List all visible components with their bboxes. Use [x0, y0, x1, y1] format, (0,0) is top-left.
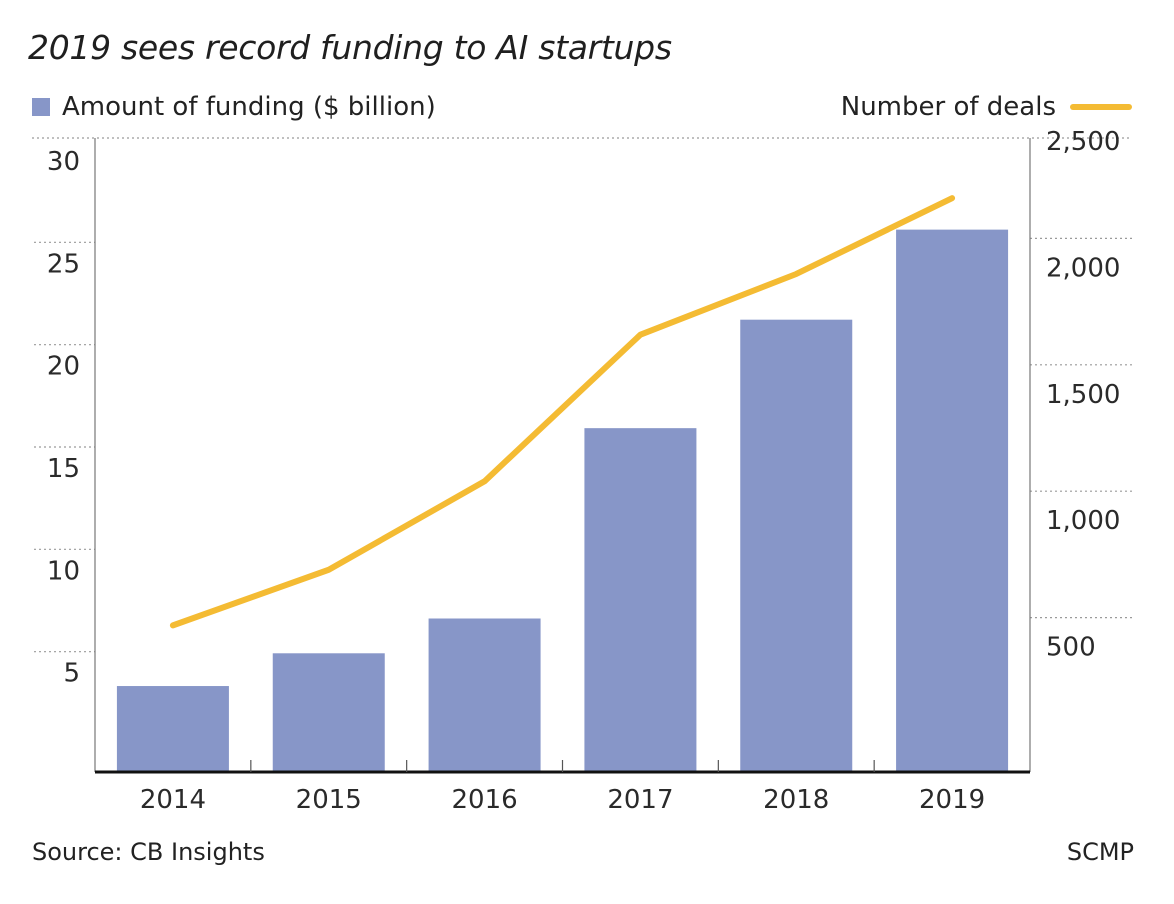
y-left-tick-label: 25	[47, 249, 80, 279]
grid-lines	[32, 137, 1132, 653]
y-right-tick-label: 1,000	[1046, 506, 1120, 536]
y-left-tick-label: 10	[47, 556, 80, 586]
x-tick-label: 2016	[451, 785, 517, 815]
y-left-tick-label: 15	[47, 454, 80, 484]
legend-deals: Number of deals	[841, 92, 1132, 122]
deals-line	[169, 195, 956, 629]
x-tick-label: 2019	[919, 785, 985, 815]
publisher-credit: SCMP	[1066, 838, 1134, 866]
legend-deals-label: Number of deals	[840, 92, 1056, 122]
y-left-tick-label: 5	[63, 659, 80, 689]
y-right-tick-label: 2,000	[1046, 253, 1120, 283]
x-tick-label: 2017	[607, 785, 673, 815]
bar-2019	[896, 229, 1009, 773]
tick-labels: 5 10 15 20 25 30 500 1,000 1,500 2,000 2,500 2014 20…	[47, 127, 1121, 815]
y-left-tick-label: 30	[47, 147, 80, 177]
y-left-tick-label: 20	[47, 352, 80, 382]
legend-bar-swatch	[32, 98, 50, 116]
axes	[94, 138, 1031, 774]
bars	[116, 229, 1009, 773]
legend-funding-label: Amount of funding ($ billion)	[62, 92, 436, 122]
bar-2015	[272, 653, 385, 772]
bar-2017	[584, 428, 697, 772]
x-tick-label: 2014	[140, 785, 206, 815]
legend-funding: Amount of funding ($ billion)	[32, 92, 436, 122]
bar-2016	[428, 618, 541, 772]
bar-2018	[740, 319, 853, 772]
y-right-tick-label: 2,500	[1046, 127, 1120, 157]
chart-title: 2019 sees record funding to AI startups	[28, 28, 672, 67]
x-tick-label: 2018	[763, 785, 829, 815]
bar-2014	[116, 686, 229, 772]
deals-line-layer	[169, 195, 956, 629]
y-right-tick-label: 500	[1046, 633, 1096, 663]
x-tick-label: 2015	[296, 785, 362, 815]
y-right-tick-label: 1,500	[1046, 380, 1120, 410]
source-note: Source: CB Insights	[32, 838, 265, 866]
legend-line-swatch	[1070, 104, 1132, 110]
